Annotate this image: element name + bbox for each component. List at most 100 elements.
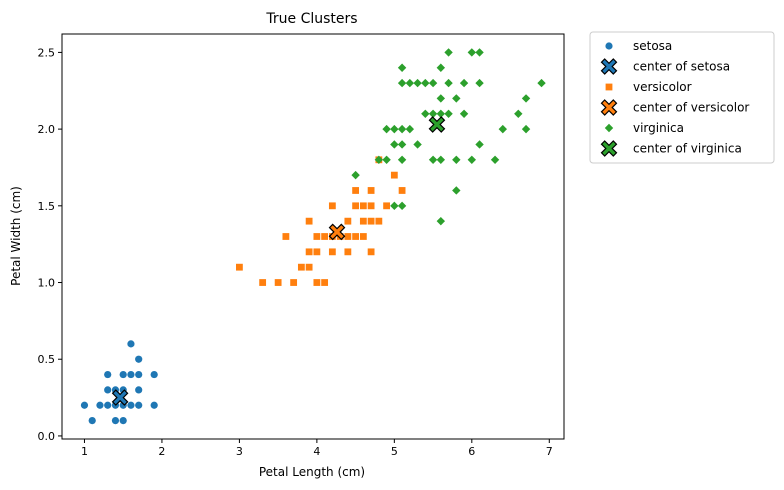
virginica-point [514, 109, 523, 118]
virginica-point [397, 124, 407, 134]
versicolor-point [328, 202, 336, 210]
virginica-point [413, 140, 422, 149]
versicolor-point [305, 248, 313, 256]
y-tick-label: 0.0 [38, 430, 56, 443]
virginica-point [436, 155, 446, 164]
versicolor-point [344, 248, 352, 256]
virginica-point [444, 78, 453, 88]
setosa-point [135, 370, 143, 379]
virginica-point [397, 155, 407, 164]
legend-label: center of virginica [633, 142, 742, 156]
versicolor-point [297, 263, 305, 271]
virginica-point [436, 216, 446, 226]
virginica-point [397, 140, 407, 149]
versicolor-point [305, 263, 313, 271]
legend-label: setosa [633, 39, 672, 53]
versicolor-point [321, 279, 329, 286]
versicolor-point [282, 233, 290, 240]
versicolor-point [313, 279, 321, 286]
setosa-point [104, 370, 112, 379]
virginica-point [436, 94, 446, 103]
versicolor-point [367, 187, 375, 194]
virginica-point [405, 124, 415, 134]
setosa-point [127, 340, 135, 348]
virginica-point [421, 78, 430, 88]
virginica-point [413, 78, 422, 88]
legend-center-marker [600, 99, 618, 116]
virginica-point [436, 63, 446, 72]
virginica-point [467, 48, 477, 57]
virginica-point [397, 201, 407, 211]
legend-center-marker [600, 58, 618, 75]
legend-label: center of setosa [633, 60, 730, 74]
versicolor-point [344, 217, 352, 225]
virginica-point [459, 109, 469, 118]
setosa-point [150, 370, 158, 379]
setosa-point [80, 401, 89, 409]
setosa-point [96, 401, 104, 409]
versicolor-point [274, 279, 282, 286]
virginica-point [444, 48, 453, 57]
virginica-point [498, 124, 507, 134]
virginica-point [428, 155, 438, 164]
data-points [80, 48, 546, 425]
y-tick-label: 2.0 [38, 123, 56, 136]
legend: setosa center of setosa versicolor center o… [589, 31, 775, 164]
versicolor-point [328, 248, 336, 256]
x-tick-label: 6 [468, 445, 475, 458]
versicolor-point [367, 217, 375, 225]
virginica-point [521, 94, 531, 103]
virginica-point [428, 78, 438, 88]
virginica-point [452, 155, 461, 164]
cluster-centers [111, 116, 446, 406]
center-of-versicolor-marker [328, 223, 346, 241]
y-tick-label: 0.5 [38, 353, 56, 366]
versicolor-point [290, 279, 298, 286]
legend-center-marker [600, 140, 618, 157]
legend-marker [605, 83, 613, 91]
virginica-point [475, 48, 484, 57]
legend-label: center of versicolor [633, 101, 749, 115]
virginica-point [428, 109, 438, 118]
x-axis-label: Petal Length (cm) [259, 465, 365, 479]
virginica-point [537, 78, 546, 88]
x-tick-label: 4 [313, 445, 320, 458]
virginica-point [452, 94, 461, 103]
center-of-setosa-marker [111, 389, 129, 406]
x-tick-label: 2 [158, 445, 165, 458]
virginica-point [390, 140, 399, 149]
x-tick-label: 3 [236, 445, 243, 458]
virginica-point [382, 155, 391, 164]
setosa-point [111, 416, 120, 425]
setosa-point [104, 401, 112, 409]
versicolor-point [352, 202, 360, 210]
x-tick-label: 7 [546, 445, 553, 458]
virginica-point [390, 201, 399, 211]
virginica-point [459, 78, 469, 88]
virginica-point [390, 124, 399, 134]
x-tick-label: 1 [81, 445, 88, 458]
versicolor-point [383, 202, 390, 210]
versicolor-point [398, 187, 406, 194]
legend-label: versicolor [633, 80, 692, 94]
virginica-point [490, 155, 500, 164]
versicolor-point [359, 202, 367, 210]
versicolor-point [313, 233, 321, 240]
setosa-point [135, 386, 143, 394]
versicolor-point [359, 233, 367, 240]
virginica-point [405, 78, 415, 88]
virginica-point [397, 78, 407, 88]
versicolor-point [259, 279, 267, 286]
setosa-point [150, 401, 158, 409]
virginica-point [475, 78, 484, 88]
versicolor-point [344, 233, 352, 240]
versicolor-point [321, 233, 329, 240]
setosa-point [135, 355, 143, 363]
plot-frame [61, 33, 565, 440]
legend-marker [604, 123, 614, 133]
legend-label: virginica [633, 121, 684, 135]
setosa-point [135, 401, 143, 409]
legend-frame [589, 31, 775, 164]
y-tick-label: 1.0 [38, 277, 56, 290]
